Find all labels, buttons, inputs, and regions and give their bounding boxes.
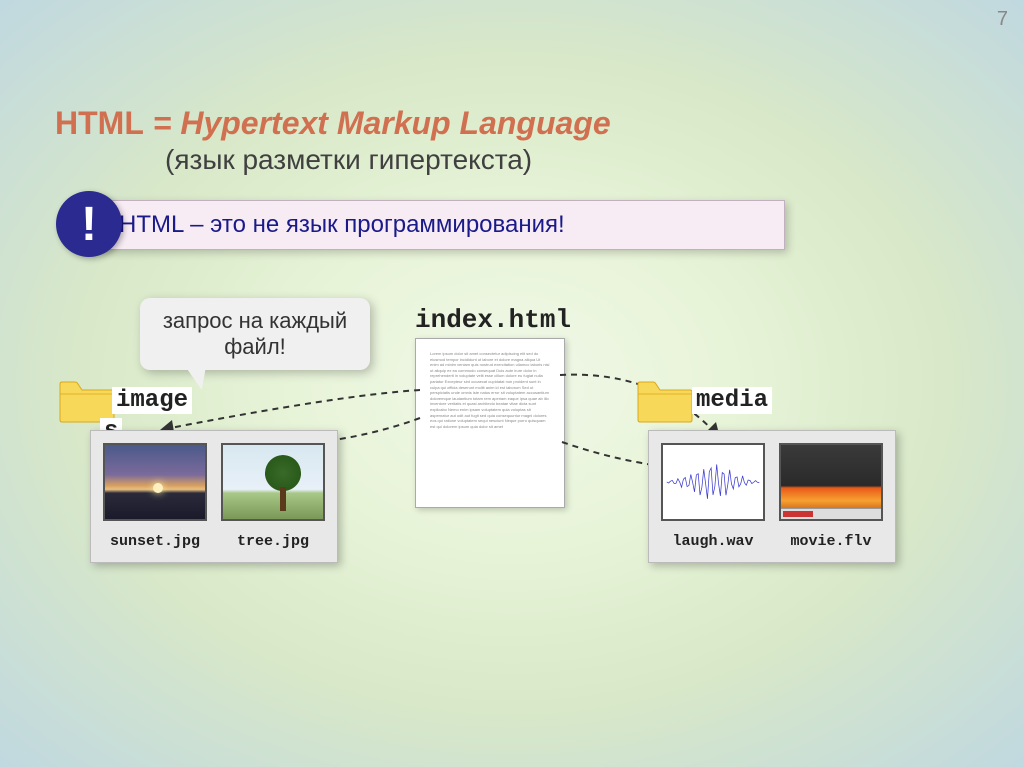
media-panel: laugh.wav movie.flv xyxy=(648,430,896,563)
thumb-movie-flv: movie.flv xyxy=(779,443,883,550)
thumb-label: tree.jpg xyxy=(237,533,309,550)
alert-badge-icon: ! xyxy=(56,191,122,257)
title-eq: = xyxy=(144,105,180,141)
thumb-label: laugh.wav xyxy=(672,533,753,550)
thumb-sunset-jpg: sunset.jpg xyxy=(103,443,207,550)
title-html: HTML xyxy=(55,105,144,141)
alert-box: HTML – это не язык программирования! xyxy=(100,200,785,250)
thumb-label: sunset.jpg xyxy=(110,533,200,550)
thumb-label: movie.flv xyxy=(790,533,871,550)
title-expansion: Hypertext Markup Language xyxy=(180,105,610,141)
images-panel: sunset.jpg tree.jpg xyxy=(90,430,338,563)
thumb-tree-jpg: tree.jpg xyxy=(221,443,325,550)
images-folder-label: image xyxy=(112,387,192,414)
callout-bubble: запрос на каждый файл! xyxy=(140,298,370,370)
thumb-image-tree xyxy=(221,443,325,521)
thumb-image-sunset xyxy=(103,443,207,521)
title-subtitle: (язык разметки гипертекста) xyxy=(165,144,611,176)
media-folder-label: media xyxy=(692,387,772,414)
index-file-label: index.html xyxy=(415,305,571,335)
thumb-image-movie xyxy=(779,443,883,521)
html-document-icon: Lorem ipsum dolor sit amet consectetur a… xyxy=(415,338,565,508)
thumb-laugh-wav: laugh.wav xyxy=(661,443,765,550)
thumb-image-wave xyxy=(661,443,765,521)
title-block: HTML = Hypertext Markup Language (язык р… xyxy=(55,105,611,176)
title-main: HTML = Hypertext Markup Language xyxy=(55,105,611,142)
page-number: 7 xyxy=(997,8,1008,31)
media-folder-icon xyxy=(636,380,694,424)
